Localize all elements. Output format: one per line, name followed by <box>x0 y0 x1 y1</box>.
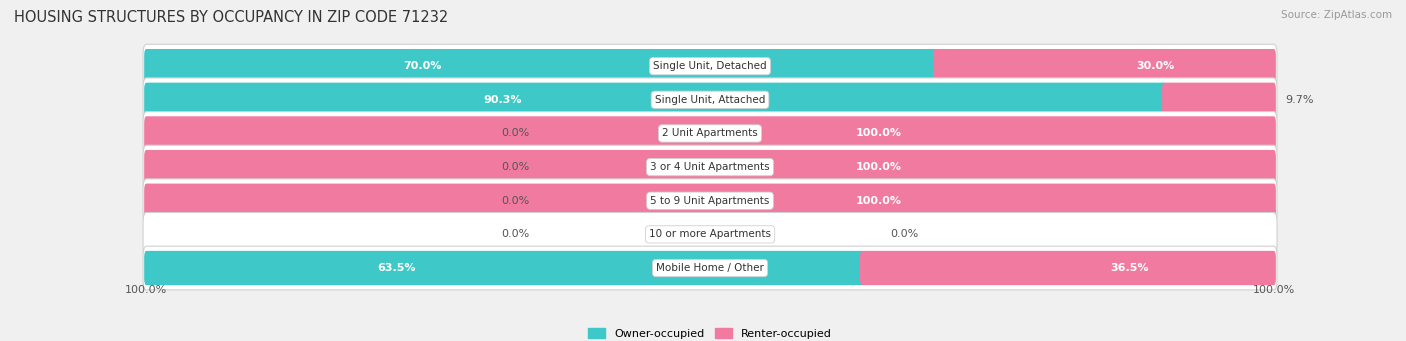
FancyBboxPatch shape <box>143 246 1277 290</box>
FancyBboxPatch shape <box>145 150 1275 184</box>
Text: 63.5%: 63.5% <box>378 263 416 273</box>
Text: 100.0%: 100.0% <box>856 196 903 206</box>
FancyBboxPatch shape <box>1161 83 1275 117</box>
FancyBboxPatch shape <box>143 145 1277 189</box>
Text: 70.0%: 70.0% <box>404 61 441 71</box>
Text: 2 Unit Apartments: 2 Unit Apartments <box>662 129 758 138</box>
FancyBboxPatch shape <box>145 251 865 285</box>
Text: 100.0%: 100.0% <box>1253 285 1295 295</box>
Text: 0.0%: 0.0% <box>502 129 530 138</box>
Text: 100.0%: 100.0% <box>856 162 903 172</box>
Text: 90.3%: 90.3% <box>484 95 522 105</box>
Text: 3 or 4 Unit Apartments: 3 or 4 Unit Apartments <box>650 162 770 172</box>
Text: Single Unit, Detached: Single Unit, Detached <box>654 61 766 71</box>
FancyBboxPatch shape <box>145 49 938 83</box>
FancyBboxPatch shape <box>143 179 1277 223</box>
Legend: Owner-occupied, Renter-occupied: Owner-occupied, Renter-occupied <box>583 324 837 341</box>
Text: 9.7%: 9.7% <box>1285 95 1313 105</box>
FancyBboxPatch shape <box>145 83 1167 117</box>
Text: 0.0%: 0.0% <box>502 162 530 172</box>
Text: 100.0%: 100.0% <box>856 129 903 138</box>
FancyBboxPatch shape <box>934 49 1275 83</box>
FancyBboxPatch shape <box>860 251 1275 285</box>
Text: HOUSING STRUCTURES BY OCCUPANCY IN ZIP CODE 71232: HOUSING STRUCTURES BY OCCUPANCY IN ZIP C… <box>14 10 449 25</box>
Text: 0.0%: 0.0% <box>890 229 918 239</box>
FancyBboxPatch shape <box>143 212 1277 256</box>
Text: 0.0%: 0.0% <box>502 196 530 206</box>
Text: 5 to 9 Unit Apartments: 5 to 9 Unit Apartments <box>651 196 769 206</box>
FancyBboxPatch shape <box>145 183 1275 218</box>
Text: Source: ZipAtlas.com: Source: ZipAtlas.com <box>1281 10 1392 20</box>
FancyBboxPatch shape <box>143 112 1277 155</box>
Text: Mobile Home / Other: Mobile Home / Other <box>657 263 763 273</box>
Text: 10 or more Apartments: 10 or more Apartments <box>650 229 770 239</box>
Text: 30.0%: 30.0% <box>1136 61 1174 71</box>
Text: 36.5%: 36.5% <box>1111 263 1149 273</box>
Text: 0.0%: 0.0% <box>502 229 530 239</box>
Text: Single Unit, Attached: Single Unit, Attached <box>655 95 765 105</box>
Text: 100.0%: 100.0% <box>125 285 167 295</box>
FancyBboxPatch shape <box>145 116 1275 151</box>
FancyBboxPatch shape <box>143 78 1277 122</box>
FancyBboxPatch shape <box>143 44 1277 88</box>
